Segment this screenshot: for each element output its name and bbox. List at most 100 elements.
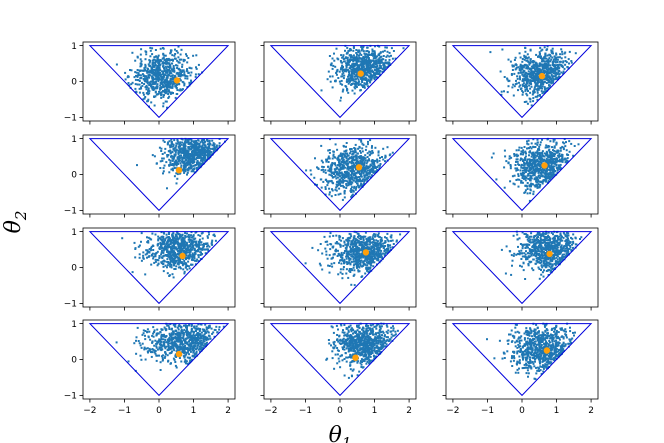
scatter-point bbox=[537, 148, 539, 151]
scatter-point bbox=[196, 248, 199, 251]
scatter-point bbox=[551, 151, 554, 154]
scatter-point bbox=[524, 57, 527, 60]
scatter-point bbox=[365, 64, 368, 67]
scatter-point bbox=[524, 86, 526, 89]
scatter-point bbox=[363, 163, 366, 165]
scatter-point bbox=[367, 65, 370, 68]
scatter-point bbox=[356, 72, 359, 75]
scatter-point bbox=[376, 64, 379, 67]
scatter-point bbox=[367, 53, 370, 56]
scatter-point bbox=[374, 167, 377, 169]
scatter-point bbox=[176, 139, 179, 142]
scatter-point bbox=[546, 45, 549, 48]
scatter-point bbox=[175, 240, 178, 243]
scatter-point bbox=[352, 161, 355, 164]
scatter-point bbox=[179, 88, 182, 91]
scatter-point bbox=[310, 173, 313, 176]
scatter-point bbox=[509, 167, 512, 170]
scatter-point bbox=[349, 150, 352, 153]
scatter-point bbox=[539, 64, 542, 67]
scatter-point bbox=[186, 163, 189, 166]
panel: −101 bbox=[64, 41, 236, 125]
scatter-point bbox=[549, 169, 552, 172]
scatter-point bbox=[365, 50, 368, 53]
scatter-point bbox=[127, 82, 130, 84]
scatter-point bbox=[547, 87, 550, 90]
scatter-point bbox=[185, 241, 188, 244]
scatter-point bbox=[536, 91, 539, 94]
scatter-point bbox=[175, 160, 178, 163]
scatter-point bbox=[363, 161, 366, 164]
scatter-point bbox=[165, 76, 168, 79]
scatter-point bbox=[189, 165, 192, 168]
scatter-point bbox=[529, 73, 531, 75]
scatter-point bbox=[359, 162, 362, 165]
scatter-point bbox=[361, 57, 364, 60]
scatter-point bbox=[327, 155, 330, 158]
scatter-point bbox=[209, 147, 212, 150]
scatter-point bbox=[345, 171, 348, 174]
scatter-point bbox=[344, 155, 346, 158]
scatter-point bbox=[536, 95, 539, 98]
scatter-point bbox=[359, 150, 362, 152]
scatter-point bbox=[529, 163, 532, 166]
scatter-point bbox=[124, 78, 127, 81]
scatter-point bbox=[142, 254, 145, 257]
scatter-point bbox=[566, 153, 568, 156]
scatter-point bbox=[343, 190, 346, 193]
scatter-point bbox=[523, 169, 526, 172]
scatter-point bbox=[194, 158, 197, 161]
scatter-point bbox=[517, 154, 520, 157]
scatter-point bbox=[353, 147, 356, 149]
scatter-point bbox=[186, 157, 189, 160]
scatter-point bbox=[546, 54, 549, 57]
scatter-point bbox=[542, 81, 545, 84]
scatter-point bbox=[554, 162, 556, 165]
scatter-point bbox=[366, 85, 369, 88]
scatter-point bbox=[181, 88, 183, 91]
scatter-point bbox=[161, 70, 163, 73]
scatter-point bbox=[134, 247, 137, 250]
scatter-point bbox=[519, 63, 522, 66]
scatter-point bbox=[335, 73, 338, 76]
scatter-point bbox=[175, 172, 178, 175]
scatter-point bbox=[153, 72, 156, 75]
scatter-point bbox=[328, 191, 331, 194]
scatter-point bbox=[169, 251, 172, 254]
scatter-point bbox=[171, 150, 174, 153]
scatter-point bbox=[526, 53, 529, 56]
scatter-point bbox=[146, 86, 149, 89]
scatter-point bbox=[535, 160, 538, 163]
scatter-point bbox=[529, 169, 532, 172]
scatter-point bbox=[172, 241, 175, 244]
scatter-point bbox=[184, 235, 187, 238]
scatter-point bbox=[526, 142, 529, 145]
scatter-point bbox=[521, 58, 524, 60]
scatter-point bbox=[161, 159, 164, 162]
scatter-point bbox=[517, 89, 519, 92]
scatter-point bbox=[353, 65, 356, 68]
scatter-point bbox=[347, 184, 350, 187]
scatter-point bbox=[362, 45, 365, 48]
scatter-point bbox=[529, 100, 532, 103]
scatter-point bbox=[180, 151, 183, 154]
scatter-point bbox=[194, 259, 196, 262]
scatter-point bbox=[160, 251, 163, 254]
scatter-point bbox=[193, 142, 196, 145]
scatter-point bbox=[537, 87, 539, 90]
scatter-point bbox=[208, 144, 211, 147]
scatter-point bbox=[530, 175, 532, 178]
scatter-point bbox=[349, 148, 352, 150]
scatter-point bbox=[166, 62, 169, 65]
scatter-point bbox=[202, 146, 205, 149]
scatter-point bbox=[382, 64, 385, 67]
scatter-point bbox=[166, 80, 169, 83]
scatter-point bbox=[526, 94, 529, 97]
scatter-point bbox=[370, 152, 373, 155]
scatter-point bbox=[213, 143, 216, 146]
scatter-point bbox=[131, 81, 134, 84]
scatter-point bbox=[345, 157, 348, 159]
scatter-point bbox=[555, 77, 558, 80]
scatter-point bbox=[207, 244, 210, 247]
scatter-point bbox=[344, 85, 347, 87]
